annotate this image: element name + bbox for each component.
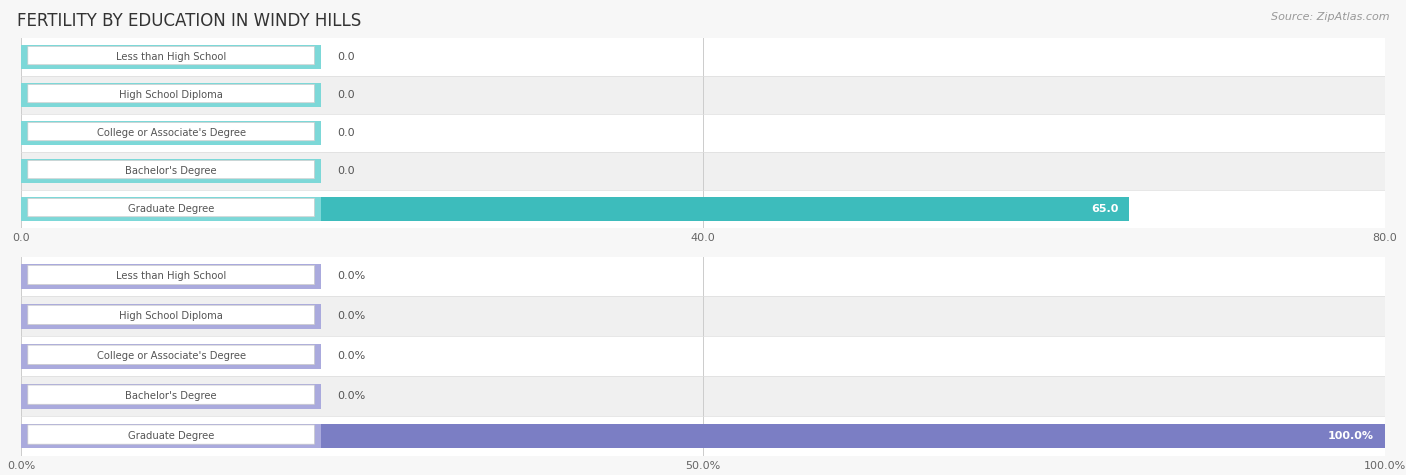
Text: Bachelor's Degree: Bachelor's Degree <box>125 166 217 176</box>
Text: College or Associate's Degree: College or Associate's Degree <box>97 128 246 138</box>
FancyBboxPatch shape <box>28 345 315 364</box>
Bar <box>21 424 321 448</box>
Text: Bachelor's Degree: Bachelor's Degree <box>125 391 217 401</box>
Bar <box>21 159 321 183</box>
Bar <box>21 197 321 221</box>
FancyBboxPatch shape <box>28 161 315 179</box>
Text: Source: ZipAtlas.com: Source: ZipAtlas.com <box>1271 12 1389 22</box>
Text: High School Diploma: High School Diploma <box>120 311 224 322</box>
Bar <box>21 121 321 145</box>
Text: 100.0%: 100.0% <box>1329 431 1374 441</box>
Text: High School Diploma: High School Diploma <box>120 90 224 100</box>
FancyBboxPatch shape <box>28 123 315 141</box>
FancyBboxPatch shape <box>28 385 315 404</box>
Bar <box>21 256 1385 296</box>
Text: 0.0: 0.0 <box>337 52 356 62</box>
Bar <box>21 45 321 69</box>
Text: 0.0: 0.0 <box>337 128 356 138</box>
Bar <box>21 264 321 289</box>
Bar <box>21 152 1385 190</box>
Text: 0.0%: 0.0% <box>337 391 366 401</box>
Text: College or Associate's Degree: College or Associate's Degree <box>97 351 246 361</box>
Bar <box>21 114 1385 152</box>
Text: 65.0: 65.0 <box>1091 204 1118 214</box>
Text: FERTILITY BY EDUCATION IN WINDY HILLS: FERTILITY BY EDUCATION IN WINDY HILLS <box>17 12 361 30</box>
FancyBboxPatch shape <box>28 47 315 65</box>
Bar <box>21 416 1385 456</box>
Bar <box>21 336 1385 376</box>
Text: Graduate Degree: Graduate Degree <box>128 204 214 214</box>
Text: Less than High School: Less than High School <box>115 271 226 282</box>
Text: 0.0%: 0.0% <box>337 271 366 282</box>
Bar <box>21 76 1385 114</box>
Bar <box>21 190 1385 228</box>
Text: Graduate Degree: Graduate Degree <box>128 431 214 441</box>
FancyBboxPatch shape <box>28 199 315 217</box>
Text: 0.0: 0.0 <box>337 166 356 176</box>
FancyBboxPatch shape <box>28 85 315 103</box>
Text: 0.0%: 0.0% <box>337 311 366 322</box>
Bar <box>21 38 1385 76</box>
Bar <box>21 304 321 329</box>
FancyBboxPatch shape <box>28 425 315 444</box>
Bar <box>21 384 321 408</box>
Text: Less than High School: Less than High School <box>115 52 226 62</box>
Bar <box>21 296 1385 336</box>
Text: 0.0: 0.0 <box>337 90 356 100</box>
Text: 0.0%: 0.0% <box>337 351 366 361</box>
Bar <box>21 376 1385 416</box>
Bar <box>21 344 321 369</box>
Bar <box>21 83 321 107</box>
FancyBboxPatch shape <box>28 305 315 324</box>
Bar <box>21 197 1129 221</box>
FancyBboxPatch shape <box>28 266 315 285</box>
Bar <box>21 424 1385 448</box>
